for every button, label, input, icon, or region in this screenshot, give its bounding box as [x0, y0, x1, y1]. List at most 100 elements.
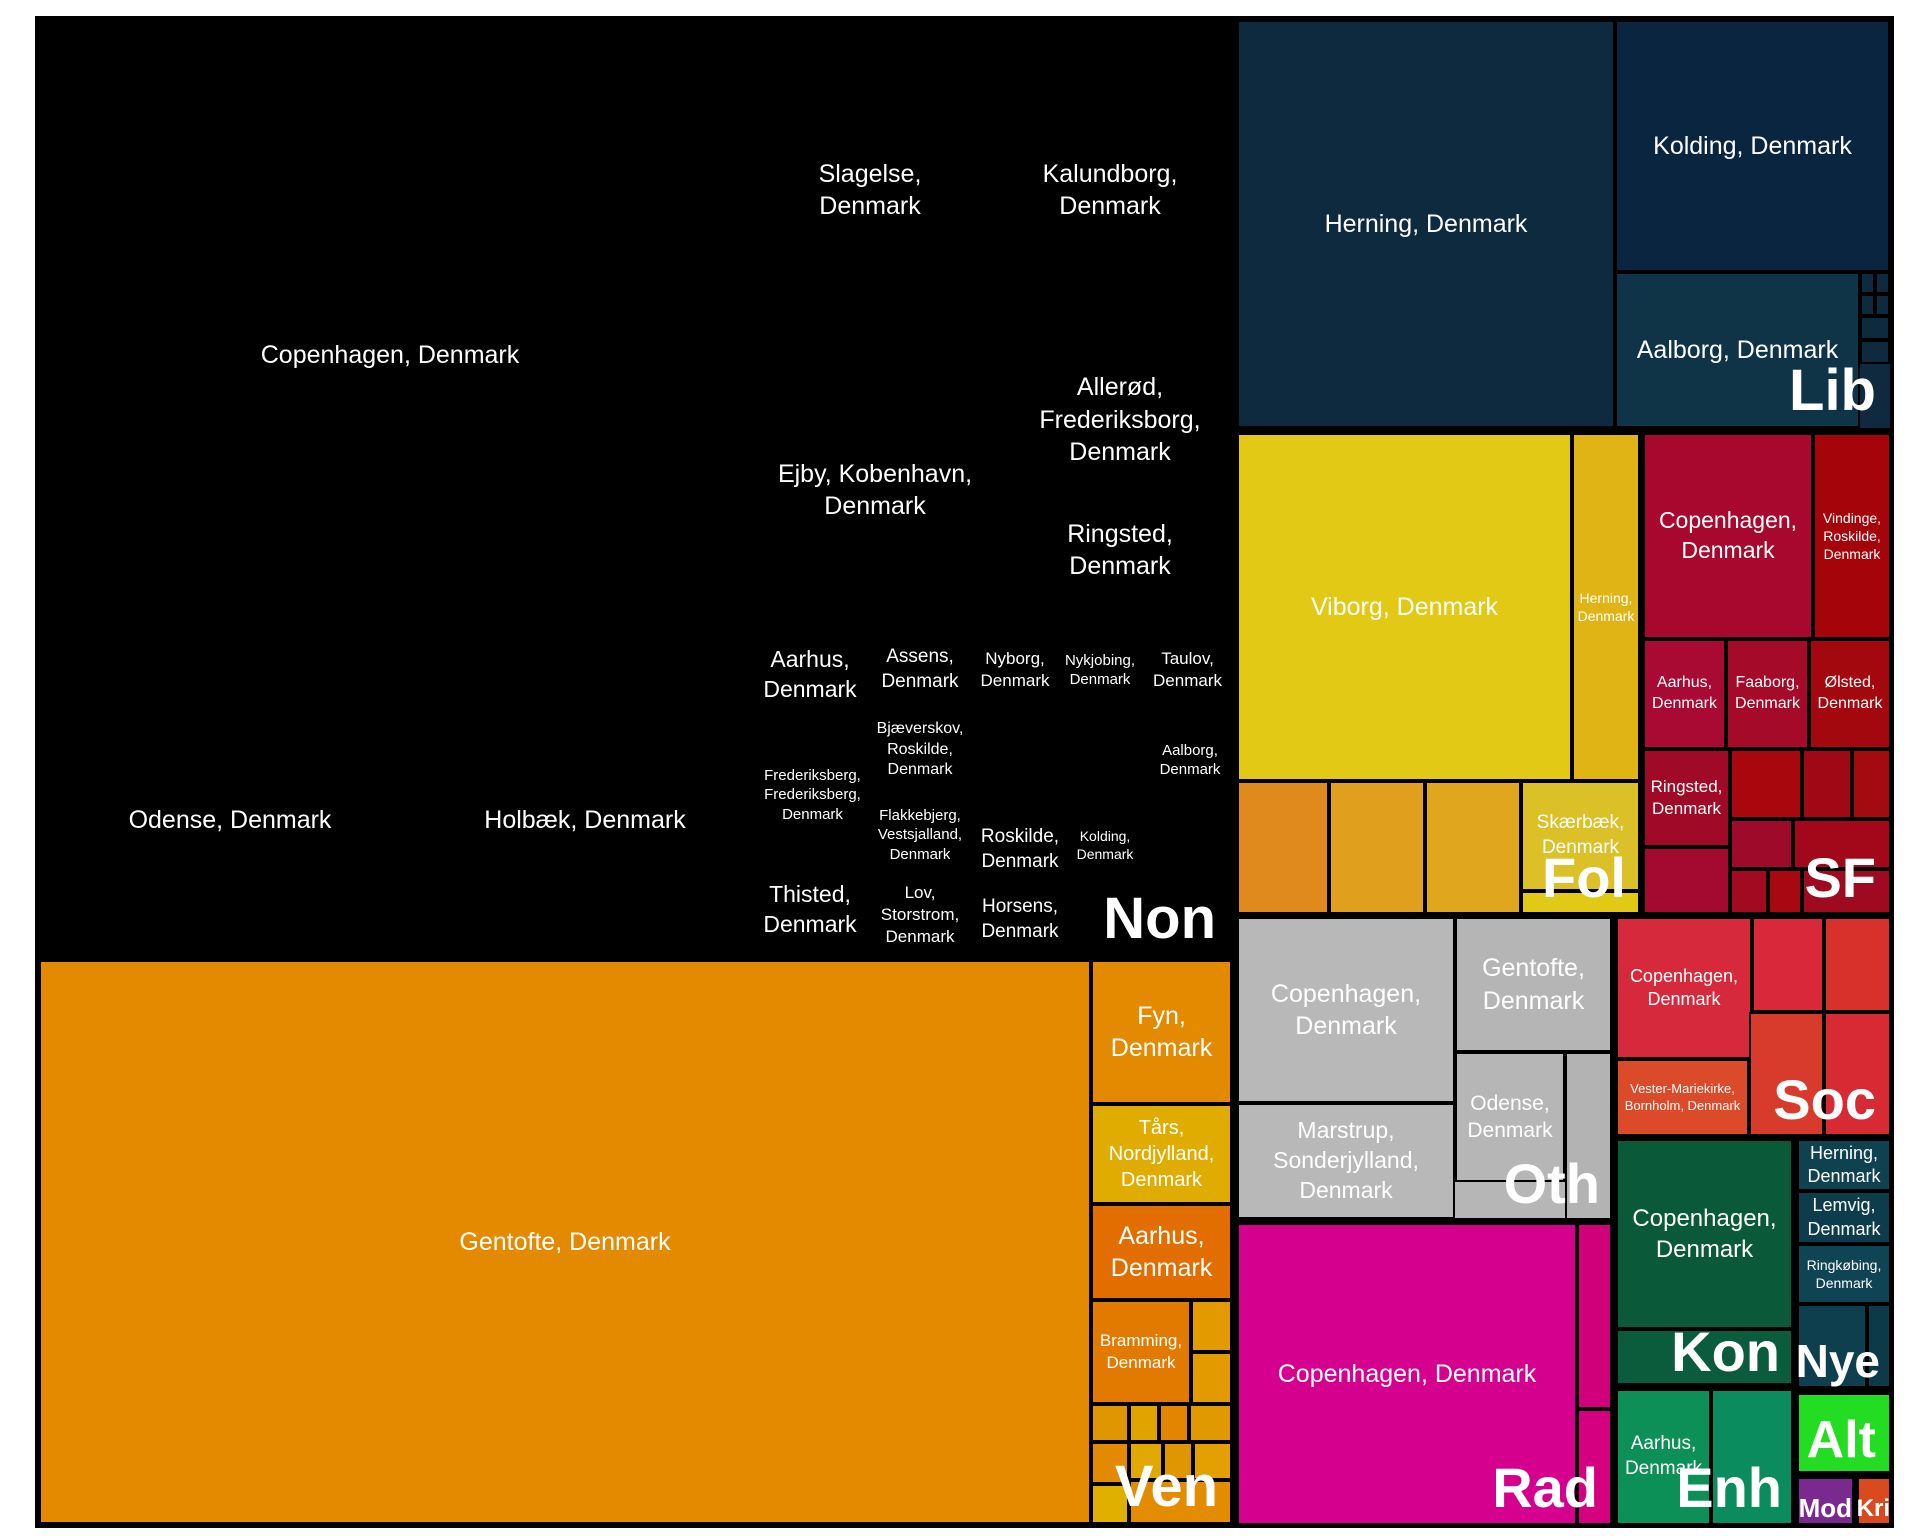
treemap-tile[interactable]: Copenhagen, Denmark	[1237, 1223, 1577, 1525]
treemap-tile[interactable]	[1163, 1442, 1193, 1480]
treemap-tile[interactable]: Viborg, Denmark	[1237, 433, 1572, 781]
treemap-tile[interactable]	[1730, 819, 1793, 869]
treemap-tile[interactable]: Ringsted, Denmark	[1643, 749, 1730, 847]
party-label-ven: Ven	[1114, 1454, 1218, 1519]
treemap-tile[interactable]: Nyborg, Denmark	[970, 625, 1060, 715]
tile-label: Ringsted, Denmark	[1067, 519, 1173, 581]
party-label-kri: Kri	[1856, 1495, 1890, 1522]
treemap-tile[interactable]: Marstrup, Sonderjylland, Denmark	[1237, 1103, 1455, 1219]
treemap-tile[interactable]: Allerød, Frederiksborg, Denmark	[1020, 330, 1220, 510]
party-label-fol: Fol	[1542, 846, 1626, 909]
treemap-tile[interactable]	[1852, 749, 1891, 819]
treemap-tile[interactable]: Tårs, Nordjylland, Denmark	[1091, 1104, 1232, 1204]
treemap-tile[interactable]	[1091, 1484, 1129, 1524]
treemap-tile[interactable]	[1797, 1304, 1867, 1388]
treemap-tile[interactable]: Vester-Mariekirke, Bornholm, Denmark	[1616, 1059, 1749, 1136]
treemap-tile[interactable]	[1616, 1329, 1793, 1385]
treemap-tile[interactable]	[1129, 1442, 1163, 1480]
treemap-tile[interactable]: Copenhagen, Denmark	[1616, 917, 1752, 1059]
treemap-tile[interactable]	[1768, 869, 1802, 915]
treemap-tile[interactable]	[1191, 1352, 1232, 1404]
treemap-tile[interactable]	[1091, 1404, 1129, 1442]
treemap-tile[interactable]	[1867, 1304, 1891, 1388]
treemap-tile[interactable]	[1643, 847, 1730, 915]
treemap-tile[interactable]: Copenhagen, Denmark	[1616, 1139, 1793, 1329]
treemap-tile[interactable]	[1193, 1442, 1232, 1480]
tile-label: Bramming, Denmark	[1099, 1330, 1183, 1372]
treemap-tile[interactable]: Horsens, Denmark	[970, 870, 1070, 970]
treemap-tile[interactable]: Ringsted, Denmark	[1040, 490, 1200, 610]
treemap-tile[interactable]	[1802, 749, 1852, 819]
treemap-tile[interactable]: Nykjobing, Denmark	[1055, 625, 1145, 715]
treemap-tile[interactable]: Kalundborg, Denmark	[1010, 130, 1210, 250]
treemap-tile[interactable]	[1875, 294, 1890, 316]
treemap-tile[interactable]	[1129, 1480, 1232, 1524]
party-label-nye: Nye	[1795, 1335, 1880, 1387]
treemap-tile[interactable]: Kolding, Denmark	[1065, 800, 1145, 890]
treemap-tile[interactable]: Herning, Denmark	[1237, 20, 1615, 428]
treemap-tile[interactable]: Copenhagen, Denmark	[1237, 917, 1455, 1103]
treemap-tile[interactable]: Thisted, Denmark	[750, 855, 870, 965]
treemap-tile[interactable]: Aalborg, Denmark	[1145, 715, 1235, 805]
treemap-tile[interactable]: Aarhus, Denmark	[1616, 1389, 1711, 1525]
treemap-tile[interactable]	[1824, 917, 1891, 1012]
treemap-tile[interactable]: Aarhus, Denmark	[1643, 639, 1726, 749]
treemap-tile[interactable]: Copenhagen, Denmark	[1643, 433, 1813, 639]
treemap-tile[interactable]	[1752, 917, 1824, 1012]
treemap-tile[interactable]: Aarhus, Denmark	[1091, 1204, 1232, 1300]
treemap-tile[interactable]	[1797, 1477, 1854, 1525]
treemap-tile[interactable]: Bramming, Denmark	[1091, 1300, 1191, 1404]
treemap-tile[interactable]: Ejby, Kobenhavn, Denmark	[760, 430, 990, 550]
treemap-tile[interactable]: Faaborg, Denmark	[1726, 639, 1809, 749]
treemap-tile[interactable]: Bjæverskov, Roskilde, Denmark	[870, 700, 970, 800]
treemap-tile[interactable]: Ølsted, Denmark	[1809, 639, 1891, 749]
party-label-mod: Mod	[1798, 1493, 1852, 1523]
tile-label: Odense, Denmark	[128, 805, 332, 834]
treemap-tile[interactable]	[1329, 781, 1425, 915]
treemap-tile[interactable]: Skærbæk, Denmark	[1521, 781, 1640, 891]
treemap-tile[interactable]: Odense, Denmark	[100, 720, 360, 920]
treemap-tile[interactable]: Flakkebjerg, Vestsjalland, Denmark	[870, 780, 970, 890]
treemap-tile[interactable]: Assens, Denmark	[870, 620, 970, 720]
tile-label: Bjæverskov, Roskilde, Denmark	[876, 719, 964, 779]
treemap-tile[interactable]: Fyn, Denmark	[1091, 960, 1232, 1104]
treemap-tile[interactable]: Taulov, Denmark	[1145, 625, 1230, 715]
treemap-tile[interactable]	[1793, 819, 1891, 869]
treemap-tile[interactable]	[1730, 869, 1768, 915]
treemap-tile[interactable]: Holbæk, Denmark	[450, 720, 720, 920]
treemap-tile[interactable]	[1711, 1389, 1793, 1525]
tile-label: Lov, Storstrom, Denmark	[880, 882, 960, 947]
treemap-tile[interactable]	[1730, 749, 1802, 819]
treemap-tile[interactable]: Vindinge, Roskilde, Denmark	[1813, 433, 1891, 639]
treemap-tile[interactable]: Slagelse, Denmark	[770, 130, 970, 250]
treemap-tile[interactable]	[1189, 1404, 1232, 1442]
treemap-tile[interactable]	[1191, 1300, 1232, 1352]
treemap-tile[interactable]	[1875, 272, 1890, 294]
tile-label: Copenhagen, Denmark	[1632, 1204, 1777, 1263]
treemap-tile[interactable]: Copenhagen, Denmark	[190, 240, 590, 470]
treemap-tile[interactable]: Gentofte, Denmark	[1455, 917, 1612, 1052]
treemap-tile[interactable]	[1425, 781, 1521, 915]
treemap-tile[interactable]	[1577, 1223, 1612, 1409]
treemap-tile[interactable]: Odense, Denmark	[1455, 1052, 1565, 1182]
treemap-tile[interactable]: Herning, Denmark	[1797, 1139, 1891, 1191]
treemap-tile[interactable]: Roskilde, Denmark	[970, 800, 1070, 900]
treemap-tile[interactable]	[1129, 1404, 1159, 1442]
treemap-tile[interactable]: Kolding, Denmark	[1615, 20, 1890, 272]
treemap-tile[interactable]: Aarhus, Denmark	[750, 620, 870, 730]
treemap-tile[interactable]: Lov, Storstrom, Denmark	[870, 860, 970, 970]
treemap-tile[interactable]	[1091, 1442, 1129, 1484]
tile-label: Herning, Denmark	[1324, 209, 1528, 238]
treemap-tile[interactable]	[1860, 272, 1875, 294]
treemap-tile[interactable]: Herning, Denmark	[1572, 433, 1640, 781]
treemap-tile[interactable]: Frederiksberg, Frederiksberg, Denmark	[750, 745, 875, 845]
treemap-tile[interactable]	[1237, 781, 1329, 915]
treemap-tile[interactable]	[1860, 294, 1875, 316]
treemap-tile[interactable]: Lemvig, Denmark	[1797, 1191, 1891, 1244]
treemap-tile[interactable]	[1860, 340, 1890, 364]
treemap-tile[interactable]: Ringkøbing, Denmark	[1797, 1244, 1891, 1304]
treemap-tile[interactable]	[1860, 316, 1890, 340]
treemap-tile[interactable]	[1159, 1404, 1189, 1442]
treemap-tile[interactable]: Aalborg, Denmark	[1615, 272, 1860, 428]
treemap-tile[interactable]: Gentofte, Denmark	[39, 960, 1091, 1524]
